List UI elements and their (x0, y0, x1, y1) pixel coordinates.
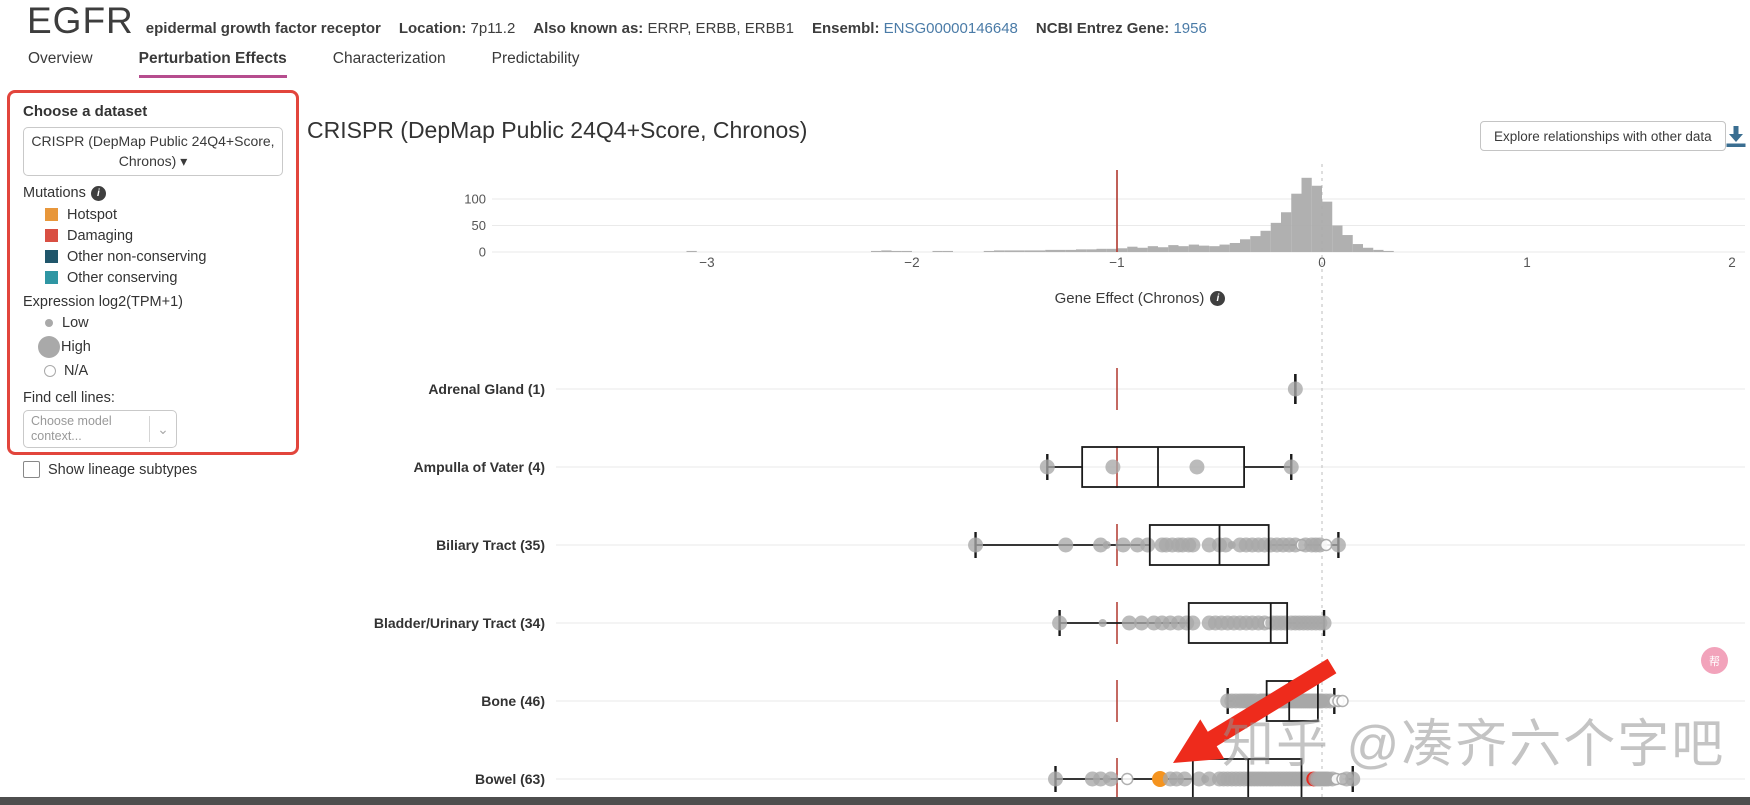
model-context-combobox[interactable]: Choose model context... ⌄ (23, 410, 177, 449)
legend-item-expression-high: High (38, 336, 283, 359)
ensembl-link[interactable]: ENSG00000146648 (883, 20, 1018, 37)
non-conserving-swatch-icon (45, 250, 58, 264)
svg-text:−3: −3 (699, 255, 714, 270)
expression-legend-header: Expression log2(TPM+1) (23, 294, 183, 311)
dataset-select[interactable]: CRISPR (DepMap Public 24Q4+Score, Chrono… (23, 127, 283, 177)
na-expression-dot-icon (44, 365, 56, 378)
tab-overview[interactable]: Overview (28, 50, 93, 67)
dataset-controls-panel: Choose a dataset CRISPR (DepMap Public 2… (7, 90, 299, 479)
dependency-chart[interactable]: 0 50 100 −3 −2 −1 0 1 2 Adrenal Gland (1) Ampulla … (0, 150, 1750, 805)
legend-item-expression-na: N/A (41, 363, 283, 379)
svg-text:1: 1 (1523, 255, 1531, 270)
gene-aliases: Also known as: ERRP, ERBB, ERBB1 (533, 20, 794, 37)
svg-text:50: 50 (472, 218, 486, 233)
legend-item-damaging: Damaging (45, 228, 283, 244)
context-placeholder: Choose model context... (31, 413, 112, 444)
histogram-bars (686, 177, 1394, 252)
svg-text:Bone (46): Bone (46) (481, 693, 545, 709)
x-axis-ticks: −3 −2 −1 0 1 2 (699, 255, 1735, 270)
show-lineage-subtypes-row: Show lineage subtypes (23, 461, 283, 479)
combobox-divider (149, 416, 150, 443)
mutations-legend-header: Mutations i (23, 185, 283, 201)
legend-item-other-non-conserving: Other non-conserving (45, 249, 283, 265)
tab-predictability[interactable]: Predictability (491, 50, 580, 67)
boxplot-row-ampulla-of-vater: Ampulla of Vater (4) (414, 446, 1299, 488)
boxplot-row-bowel: Bowel (63) (475, 758, 1361, 800)
svg-text:−2: −2 (904, 255, 919, 270)
svg-text:100: 100 (464, 192, 486, 207)
gene-ensembl: Ensembl: ENSG00000146648 (811, 20, 1018, 37)
damaging-swatch-icon (45, 229, 58, 243)
svg-text:2: 2 (1728, 255, 1736, 270)
svg-text:Adrenal Gland (1): Adrenal Gland (1) (428, 381, 545, 397)
chart-title: CRISPR (DepMap Public 24Q4+Score, Chrono… (307, 117, 808, 143)
info-icon[interactable]: i (1210, 291, 1226, 306)
caret-down-icon: ▾ (180, 152, 188, 169)
tab-characterization[interactable]: Characterization (332, 50, 446, 67)
gene-page-tabs: Overview Perturbation Effects Characteri… (28, 50, 579, 78)
legend-item-expression-low: Low (41, 315, 283, 331)
high-expression-dot-icon (38, 336, 60, 359)
download-icon[interactable] (1723, 123, 1749, 154)
annotation-arrow (1173, 658, 1337, 763)
svg-text:0: 0 (479, 245, 486, 260)
gene-entrez: NCBI Entrez Gene: 1956 (1035, 20, 1207, 37)
entrez-link[interactable]: 1956 (1173, 20, 1207, 37)
find-cell-lines-label: Find cell lines: (23, 390, 115, 407)
svg-text:Biliary Tract (35): Biliary Tract (35) (436, 537, 545, 553)
watermark-text: 知乎 @凑齐六个字吧 (1222, 716, 1726, 774)
svg-text:Ampulla of Vater (4): Ampulla of Vater (4) (414, 459, 545, 475)
chevron-down-icon: ⌄ (157, 420, 169, 437)
lineage-subtypes-checkbox[interactable] (23, 461, 40, 479)
info-icon[interactable]: i (90, 185, 106, 201)
svg-text:Bowel (63): Bowel (63) (475, 771, 545, 787)
svg-text:−1: −1 (1109, 255, 1124, 270)
gene-location: Location: 7p11.2 (398, 20, 516, 37)
boxplot-row-biliary-tract: Biliary Tract (35) (436, 524, 1346, 566)
low-expression-dot-icon (45, 319, 53, 328)
svg-text:0: 0 (1318, 255, 1326, 270)
hotspot-swatch-icon (45, 208, 58, 222)
legend-item-other-conserving: Other conserving (45, 270, 283, 286)
choose-dataset-label: Choose a dataset (23, 103, 148, 120)
gene-full-name: epidermal growth factor receptor (145, 20, 381, 37)
explore-relationships-button[interactable]: Explore relationships with other data (1480, 121, 1726, 151)
gene-effect-axis-label: Gene Effect (Chronos) i (1030, 290, 1250, 307)
tab-perturbation-effects[interactable]: Perturbation Effects (138, 50, 287, 78)
zhihu-floating-badge[interactable]: 帮 (1701, 647, 1728, 674)
conserving-swatch-icon (45, 271, 58, 285)
legend-item-hotspot: Hotspot (45, 207, 283, 223)
bottom-page-edge (0, 797, 1750, 805)
boxplot-row-bladder-urinary-tract: Bladder/Urinary Tract (34) (374, 602, 1332, 644)
gene-symbol: EGFR (27, 0, 134, 41)
boxplot-row-adrenal-gland: Adrenal Gland (1) (428, 368, 1303, 410)
svg-text:Bladder/Urinary Tract (34): Bladder/Urinary Tract (34) (374, 615, 545, 631)
gene-header: EGFR epidermal growth factor receptor Lo… (27, 0, 1207, 42)
